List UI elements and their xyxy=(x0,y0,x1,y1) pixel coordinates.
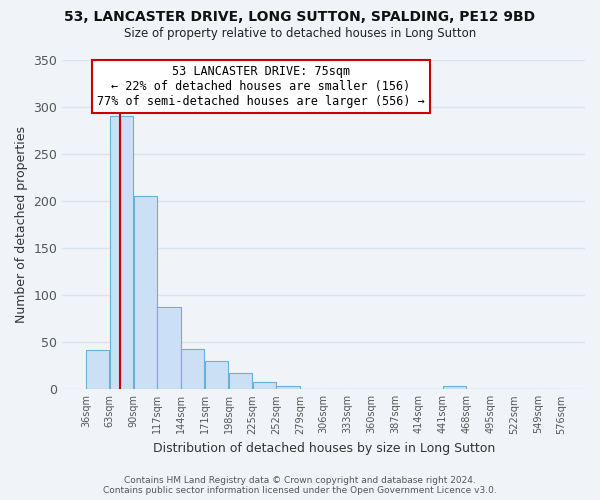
Text: Contains HM Land Registry data © Crown copyright and database right 2024.
Contai: Contains HM Land Registry data © Crown c… xyxy=(103,476,497,495)
Bar xyxy=(134,196,157,390)
Bar xyxy=(443,386,466,390)
Bar xyxy=(86,350,109,390)
Bar xyxy=(229,374,252,390)
Text: Size of property relative to detached houses in Long Sutton: Size of property relative to detached ho… xyxy=(124,28,476,40)
Text: 53 LANCASTER DRIVE: 75sqm
← 22% of detached houses are smaller (156)
77% of semi: 53 LANCASTER DRIVE: 75sqm ← 22% of detac… xyxy=(97,65,425,108)
Bar xyxy=(205,361,228,390)
Bar xyxy=(181,349,205,390)
Text: 53, LANCASTER DRIVE, LONG SUTTON, SPALDING, PE12 9BD: 53, LANCASTER DRIVE, LONG SUTTON, SPALDI… xyxy=(64,10,536,24)
Bar xyxy=(277,386,299,390)
Bar xyxy=(110,116,133,390)
X-axis label: Distribution of detached houses by size in Long Sutton: Distribution of detached houses by size … xyxy=(152,442,495,455)
Bar xyxy=(157,308,181,390)
Bar xyxy=(253,382,276,390)
Y-axis label: Number of detached properties: Number of detached properties xyxy=(15,126,28,323)
